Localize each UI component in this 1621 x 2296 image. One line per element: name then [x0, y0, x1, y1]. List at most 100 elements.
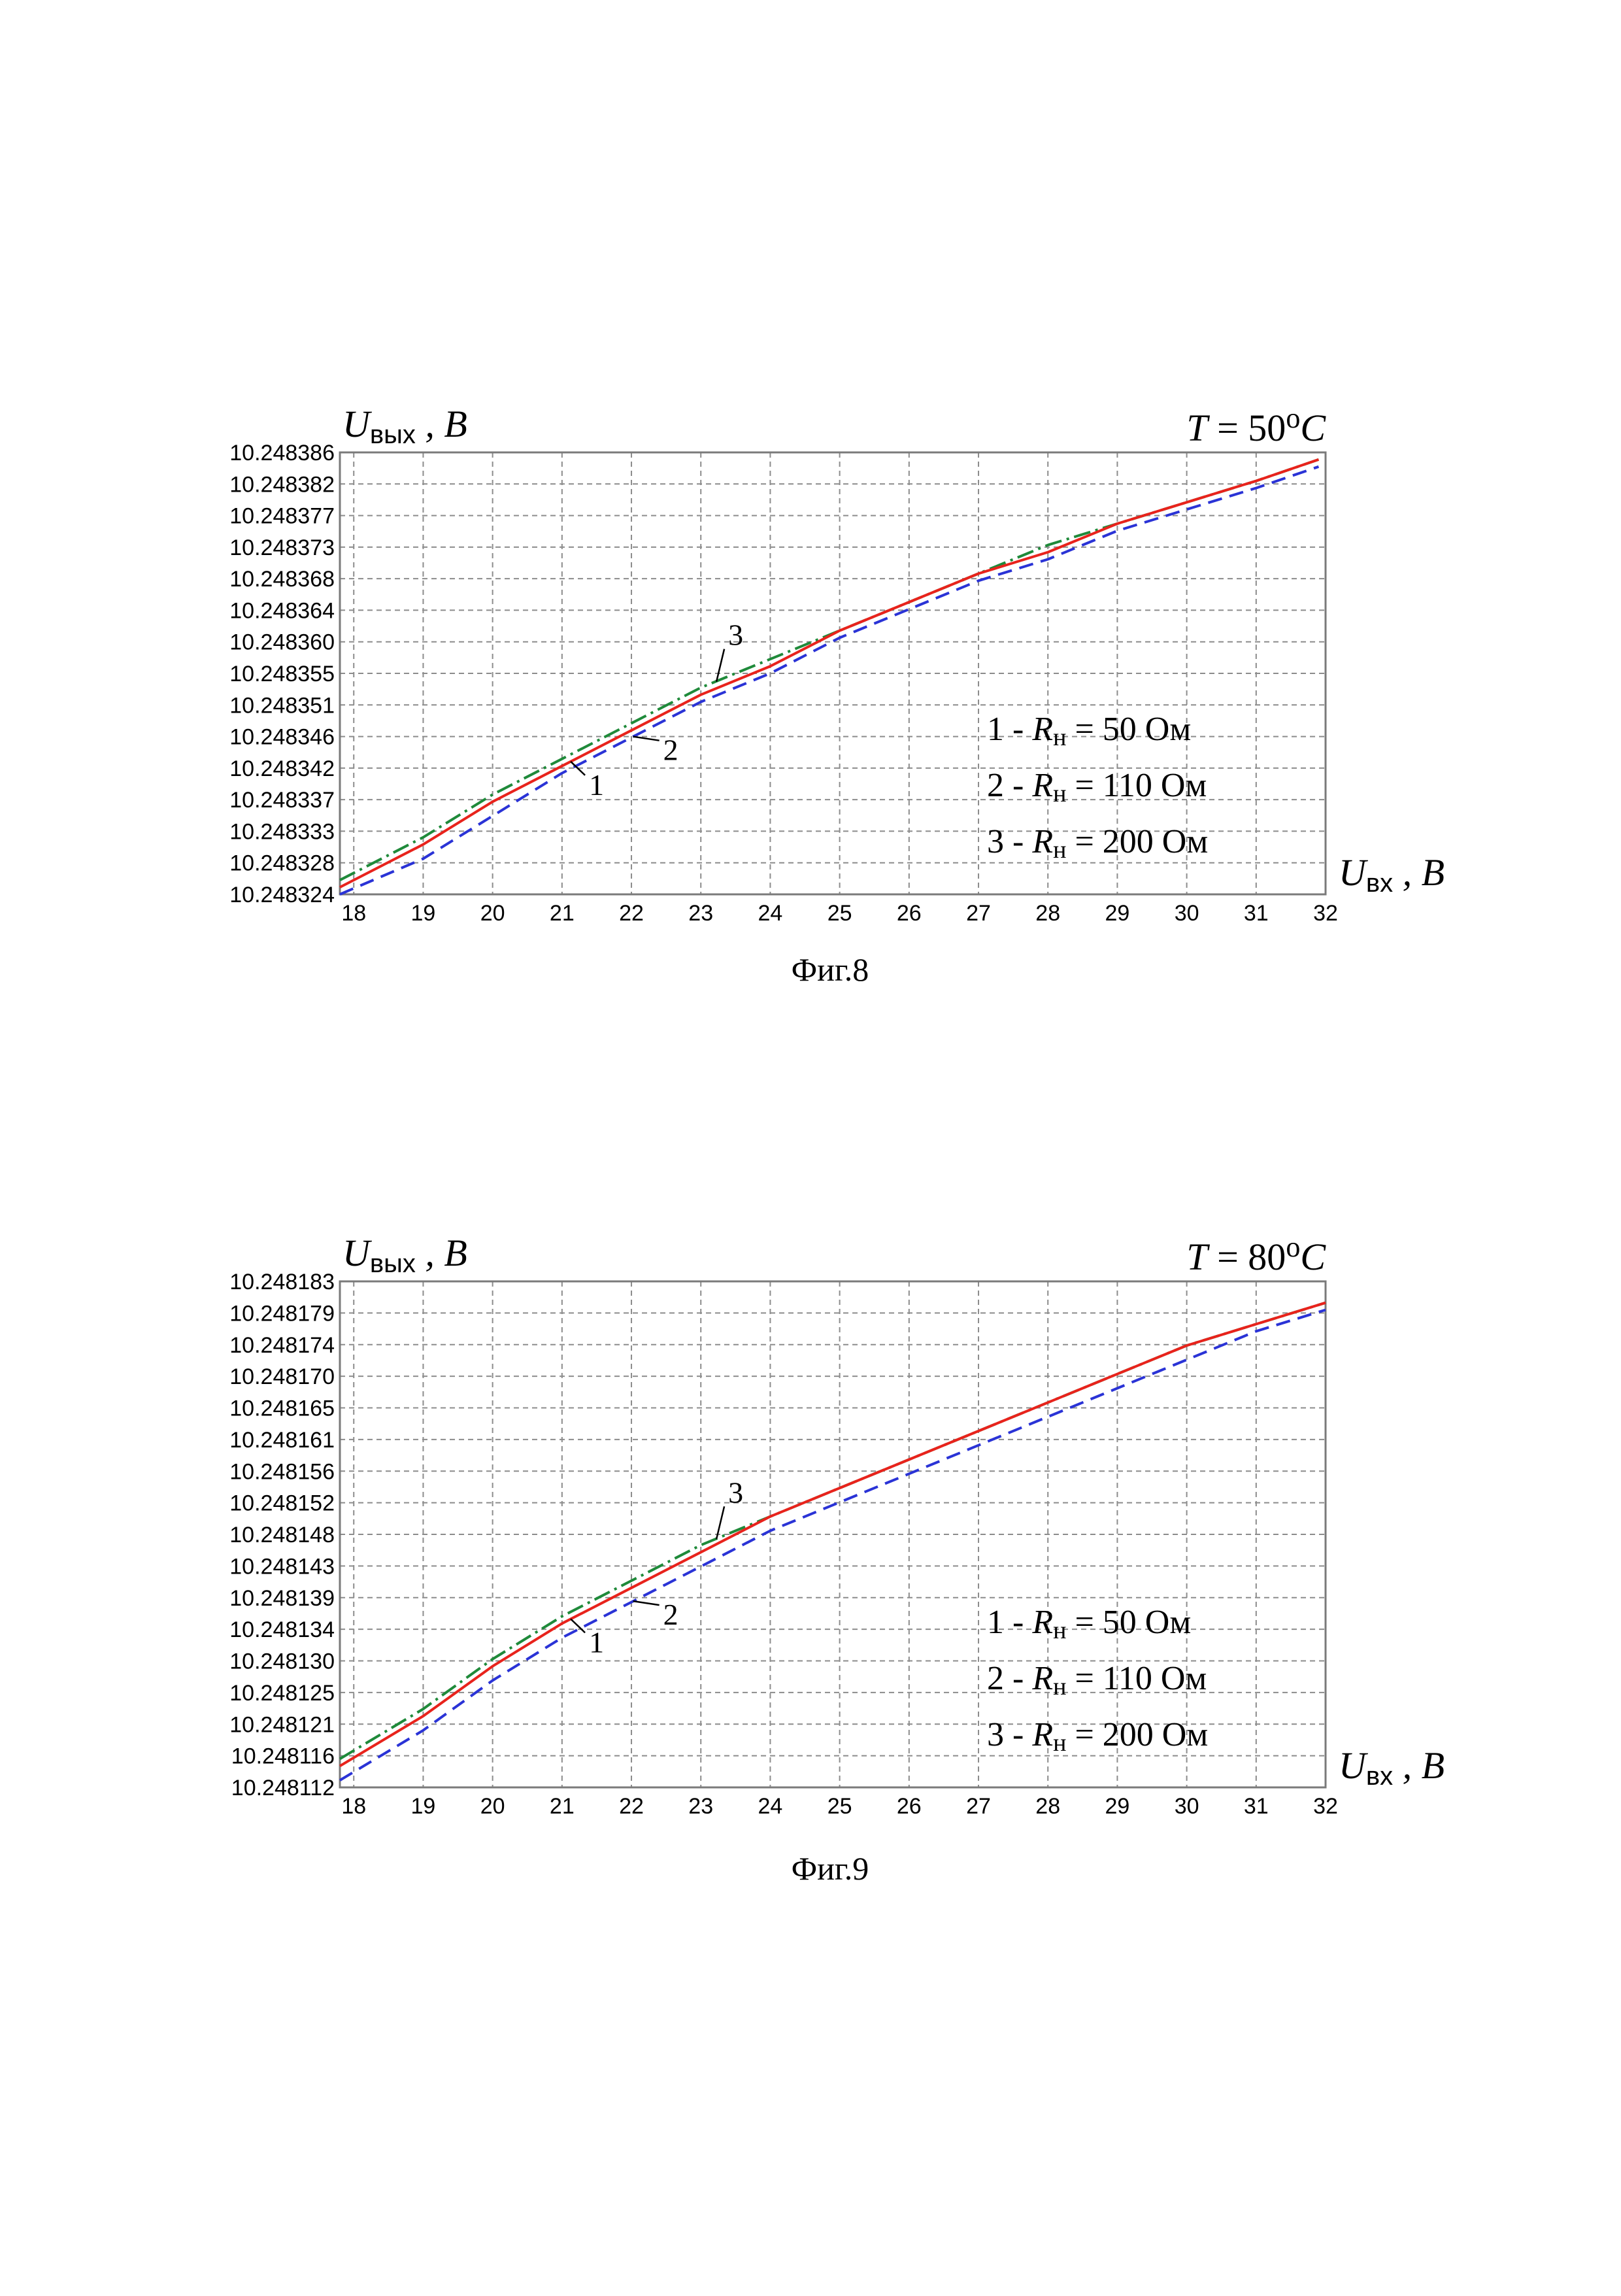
curve-label-1: 1: [589, 768, 604, 802]
y-tick-label: 10.248183: [229, 1270, 335, 1294]
legend-var: R: [1031, 711, 1053, 748]
x-tick-label: 24: [758, 1794, 783, 1819]
x-tick-label: 22: [619, 901, 644, 926]
legend-rest: = 50 Ом: [1066, 711, 1191, 748]
figure-8: 18192021222324252627282930313210.2483241…: [229, 402, 1445, 988]
y-tick-label: 10.248112: [231, 1776, 335, 1800]
y-tick-label: 10.248386: [229, 441, 335, 465]
series-line-3: [340, 460, 1318, 880]
degree-sign: o: [1286, 402, 1300, 434]
x-tick-label: 19: [411, 901, 436, 926]
y-tick-label: 10.248174: [229, 1333, 335, 1358]
y-tick-label: 10.248355: [229, 662, 335, 686]
x-tick-labels: 181920212223242526272829303132: [341, 1794, 1338, 1819]
x-axis-label-sub: вх: [1366, 869, 1393, 898]
legend-sub: н: [1053, 1617, 1066, 1644]
curve-label-1: 1: [589, 1625, 604, 1659]
y-tick-label: 10.248333: [229, 819, 335, 844]
x-tick-labels: 181920212223242526272829303132: [341, 901, 1338, 926]
y-tick-label: 10.248143: [229, 1554, 335, 1579]
temperature-var: T: [1186, 1236, 1210, 1278]
legend-var: R: [1031, 823, 1053, 860]
temperature-label: T = 50oC: [1186, 402, 1326, 449]
y-tick-label: 10.248346: [229, 725, 335, 750]
temperature-value: = 80: [1208, 1236, 1286, 1278]
x-tick-label: 30: [1175, 901, 1199, 926]
legend-rest: = 110 Ом: [1066, 1660, 1207, 1697]
x-tick-label: 28: [1035, 901, 1060, 926]
x-tick-label: 25: [827, 1794, 852, 1819]
x-tick-label: 32: [1313, 901, 1338, 926]
y-tick-labels: 10.24811210.24811610.24812110.24812510.2…: [229, 1270, 335, 1800]
legend-entry-1: 1 - Rн = 50 Ом: [987, 711, 1191, 751]
legend-entry-3: 3 - Rн = 200 Ом: [987, 823, 1208, 864]
x-tick-label: 23: [688, 1794, 713, 1819]
y-tick-label: 10.248351: [229, 693, 335, 718]
x-axis-label-sub: вх: [1366, 1762, 1393, 1791]
temperature-value: = 50: [1208, 407, 1286, 449]
legend-var: R: [1031, 1604, 1053, 1641]
legend-sub: н: [1053, 1729, 1066, 1757]
y-tick-labels: 10.24832410.24832810.24833310.24833710.2…: [229, 441, 335, 907]
x-axis-label-main: U: [1339, 851, 1369, 894]
x-tick-label: 22: [619, 1794, 644, 1819]
curve-leader-2: [633, 737, 660, 741]
temperature-var: T: [1186, 407, 1210, 449]
legend-entry-2: 2 - Rн = 110 Ом: [987, 1660, 1207, 1700]
figure-9: 18192021222324252627282930313210.2481121…: [229, 1231, 1445, 1887]
y-axis-label-unit: , B: [416, 1232, 467, 1274]
y-tick-label: 10.248134: [229, 1617, 335, 1642]
y-tick-label: 10.248328: [229, 851, 335, 876]
y-tick-label: 10.248342: [229, 756, 335, 781]
y-tick-label: 10.248125: [229, 1681, 335, 1706]
curve-labels: 123: [571, 618, 743, 802]
legend: 1 - Rн = 50 Ом 2 - Rн = 110 Ом 3 - Rн = 20…: [987, 1604, 1208, 1757]
x-tick-label: 19: [411, 1794, 436, 1819]
x-tick-label: 20: [480, 1794, 505, 1819]
legend-entry-3: 3 - Rн = 200 Ом: [987, 1716, 1208, 1757]
x-tick-label: 21: [550, 1794, 575, 1819]
y-tick-label: 10.248364: [229, 598, 335, 623]
y-tick-label: 10.248152: [229, 1491, 335, 1516]
curve-leader-2: [633, 1601, 660, 1605]
y-tick-label: 10.248156: [229, 1459, 335, 1484]
x-tick-label: 32: [1313, 1794, 1338, 1819]
y-tick-label: 10.248179: [229, 1301, 335, 1326]
legend-num: 3 -: [987, 1716, 1032, 1753]
y-axis-label: Uвых , B: [343, 1232, 467, 1278]
y-tick-label: 10.248130: [229, 1649, 335, 1674]
legend-entry-2: 2 - Rн = 110 Ом: [987, 767, 1207, 807]
temperature-unit: C: [1300, 1236, 1326, 1278]
y-axis-label-main: U: [343, 403, 373, 445]
legend-sub: н: [1053, 1673, 1066, 1700]
legend-sub: н: [1053, 780, 1066, 807]
x-tick-label: 24: [758, 901, 783, 926]
series-line-2: [340, 1310, 1326, 1781]
y-tick-label: 10.248337: [229, 788, 335, 813]
curve-leader-3: [716, 649, 724, 682]
x-tick-label: 31: [1244, 1794, 1269, 1819]
x-tick-label: 29: [1105, 901, 1129, 926]
x-axis-label-unit: , B: [1393, 851, 1445, 894]
x-axis-label: Uвх , B: [1339, 851, 1445, 898]
curve-leader-1: [571, 1619, 585, 1632]
legend-num: 1 -: [987, 711, 1032, 748]
x-tick-label: 23: [688, 901, 713, 926]
curve-label-2: 2: [663, 1598, 678, 1631]
x-axis-label-main: U: [1339, 1744, 1369, 1787]
y-tick-label: 10.248170: [229, 1364, 335, 1389]
legend-entry-1: 1 - Rн = 50 Ом: [987, 1604, 1191, 1644]
y-tick-label: 10.248377: [229, 504, 335, 529]
y-tick-label: 10.248373: [229, 535, 335, 560]
x-axis-label-unit: , B: [1393, 1744, 1445, 1787]
y-tick-label: 10.248382: [229, 472, 335, 497]
y-axis-label-unit: , B: [416, 403, 467, 445]
x-tick-label: 29: [1105, 1794, 1129, 1819]
legend-rest: = 110 Ом: [1066, 767, 1207, 804]
x-tick-label: 27: [966, 901, 991, 926]
y-axis-label-sub: вых: [370, 420, 416, 449]
legend-sub: н: [1053, 836, 1066, 864]
y-tick-label: 10.248116: [231, 1744, 335, 1769]
x-tick-label: 21: [550, 901, 575, 926]
